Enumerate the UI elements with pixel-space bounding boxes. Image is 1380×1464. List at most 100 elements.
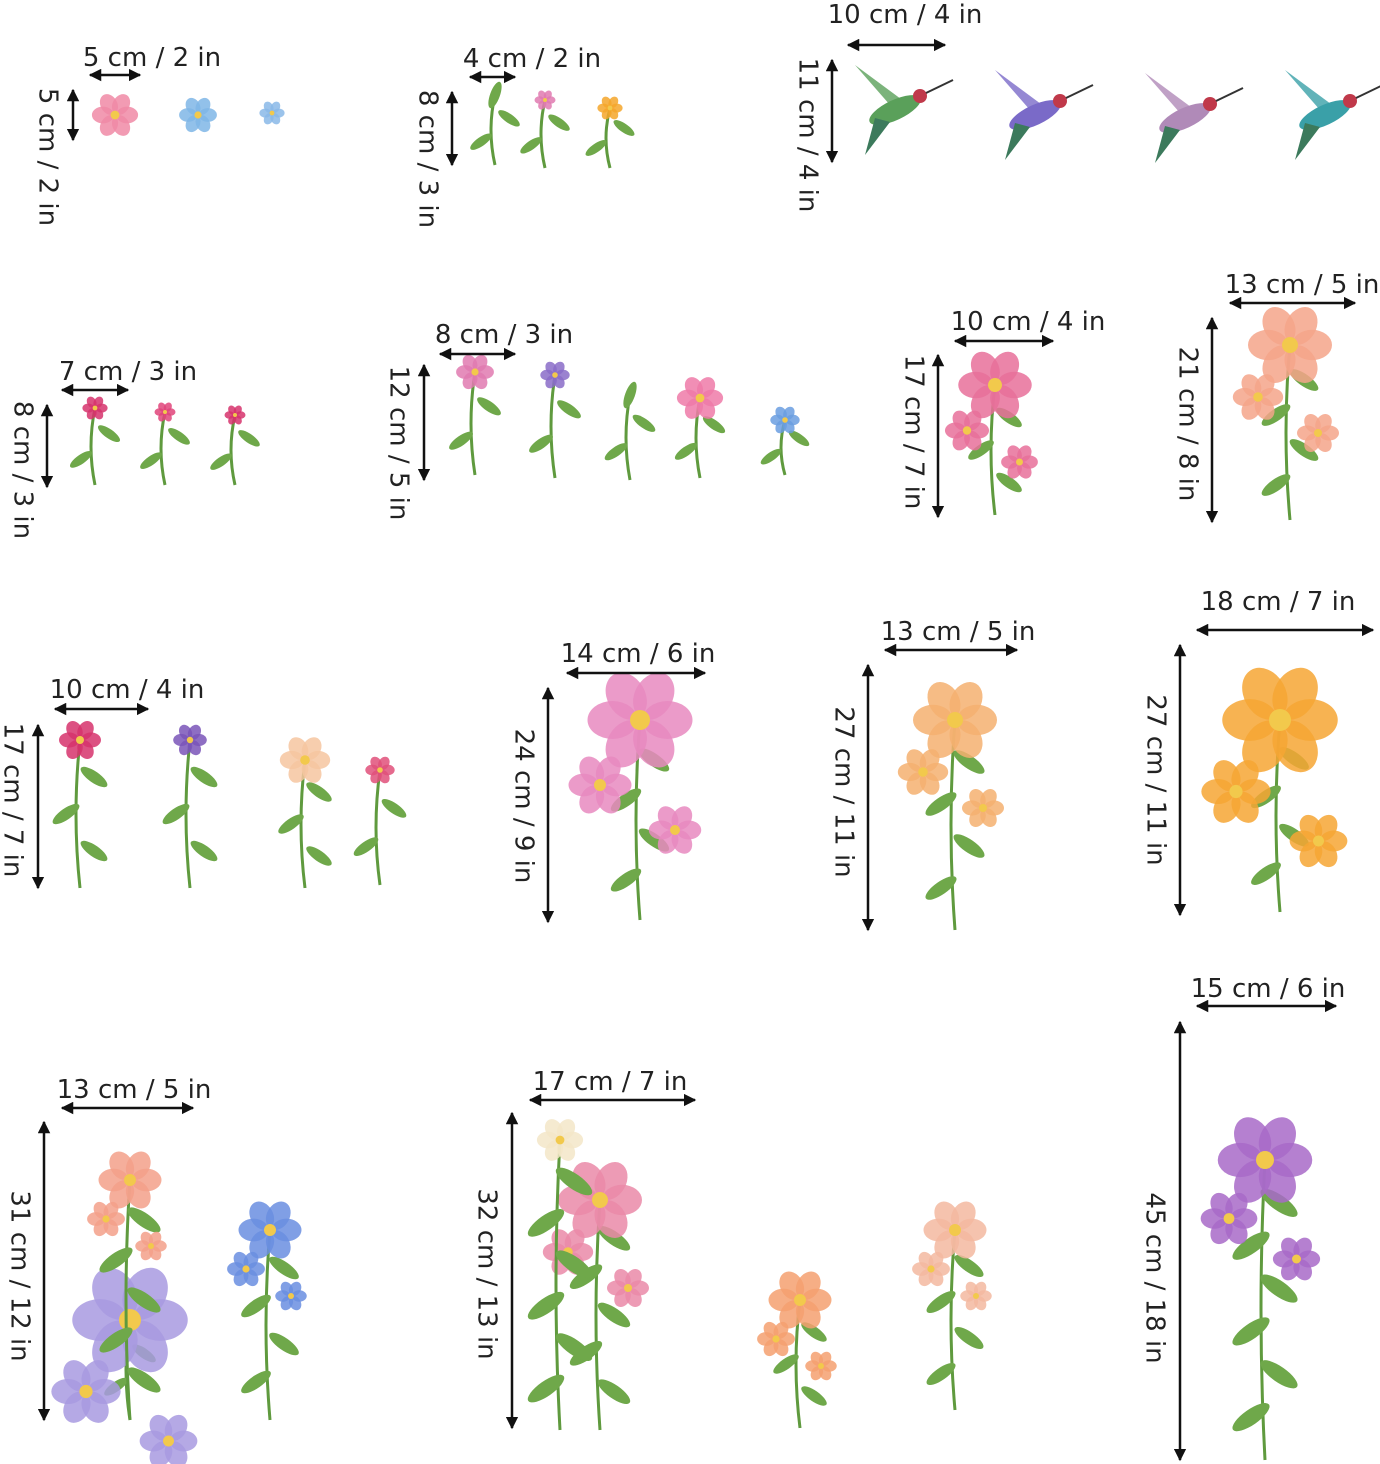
petal <box>1225 1192 1248 1219</box>
bird-head <box>1053 94 1067 108</box>
flower-center <box>242 1265 250 1273</box>
petal <box>1258 1117 1296 1160</box>
flower-center <box>1282 337 1298 353</box>
petal <box>93 396 104 408</box>
leaf <box>527 1374 565 1403</box>
width-label: 13 cm / 5 in <box>881 617 1036 647</box>
leaf <box>470 133 492 150</box>
petal <box>378 756 390 770</box>
leaf <box>788 430 810 447</box>
stem <box>229 414 237 486</box>
stem <box>374 769 382 886</box>
petal <box>980 789 997 808</box>
leaf <box>69 450 93 468</box>
bird-tail <box>865 118 890 155</box>
bird-body <box>1299 100 1351 130</box>
petal <box>195 97 211 115</box>
leaf <box>674 442 698 460</box>
flower-center <box>670 825 680 835</box>
leaf <box>968 440 994 460</box>
flower-center <box>695 393 705 403</box>
leaf <box>548 114 570 131</box>
flower-center <box>607 105 613 111</box>
flower-center <box>592 1192 608 1208</box>
flower-center <box>124 1174 136 1186</box>
petal <box>1314 814 1338 841</box>
height-label: 8 cm / 3 in <box>8 401 38 539</box>
leaf <box>926 1362 956 1386</box>
petal <box>553 361 565 375</box>
petal <box>990 351 1020 385</box>
flower-center <box>288 1293 294 1299</box>
height-label: 27 cm / 11 in <box>829 706 859 877</box>
petal <box>633 672 675 720</box>
width-label: 14 cm / 6 in <box>561 639 716 669</box>
leaf <box>760 448 782 465</box>
leaf <box>613 120 635 136</box>
width-label: 10 cm / 4 in <box>50 675 205 705</box>
flower-center <box>543 98 547 102</box>
flower-center <box>949 1224 961 1236</box>
leaf <box>623 381 637 409</box>
petal <box>81 1360 109 1392</box>
petal <box>950 1201 976 1230</box>
flower-center <box>377 767 383 773</box>
petal <box>928 1251 944 1269</box>
leaf <box>555 1250 593 1279</box>
leaf <box>702 416 726 434</box>
height-label: 5 cm / 2 in <box>33 88 63 226</box>
leaf <box>926 1290 956 1314</box>
petal <box>1284 307 1318 345</box>
flower-center <box>624 1284 632 1292</box>
petal <box>233 405 242 415</box>
flower-center <box>269 110 275 116</box>
flower-center <box>962 426 972 435</box>
flower-center <box>186 736 194 744</box>
stem <box>184 739 192 889</box>
leaf <box>99 1247 133 1273</box>
petal <box>795 1271 821 1300</box>
petal <box>964 410 982 431</box>
leaf <box>498 110 520 127</box>
height-label: 12 cm / 5 in <box>384 366 414 521</box>
leaf <box>953 750 985 774</box>
leaf <box>477 397 501 416</box>
height-label: 27 cm / 11 in <box>1141 694 1171 865</box>
height-label: 17 cm / 7 in <box>0 723 28 878</box>
flower-center <box>973 1293 979 1299</box>
leaf <box>1251 862 1281 885</box>
petal <box>783 406 795 420</box>
width-label: 17 cm / 7 in <box>533 1067 688 1097</box>
flower-center <box>110 110 120 120</box>
leaf <box>597 1302 631 1328</box>
petal <box>543 90 552 100</box>
leaf <box>97 425 121 443</box>
leaf <box>190 840 218 862</box>
height-label: 24 cm / 9 in <box>509 729 539 884</box>
petal <box>608 96 619 108</box>
width-label: 13 cm / 5 in <box>57 1075 212 1105</box>
flower-center <box>794 1294 806 1306</box>
width-label: 10 cm / 4 in <box>828 0 983 30</box>
leaf <box>527 1291 565 1320</box>
leaf <box>954 1254 984 1278</box>
flower-center <box>92 405 98 411</box>
leaf <box>238 430 260 447</box>
leaf <box>306 782 332 802</box>
height-label: 32 cm / 13 in <box>472 1188 502 1359</box>
petal <box>949 682 983 720</box>
petal <box>1017 445 1032 462</box>
leaf <box>954 1326 984 1350</box>
petal <box>1231 760 1259 792</box>
leaf <box>555 1167 593 1196</box>
artwork <box>51 65 1380 1464</box>
bird-wing <box>995 70 1045 110</box>
petal <box>288 1281 302 1296</box>
flower-center <box>555 1135 565 1145</box>
flower-center <box>1229 784 1243 799</box>
leaf <box>80 840 108 862</box>
leaf <box>381 798 407 818</box>
flower-center <box>1314 429 1322 437</box>
petal <box>564 1229 585 1252</box>
leaf <box>1232 1231 1270 1260</box>
